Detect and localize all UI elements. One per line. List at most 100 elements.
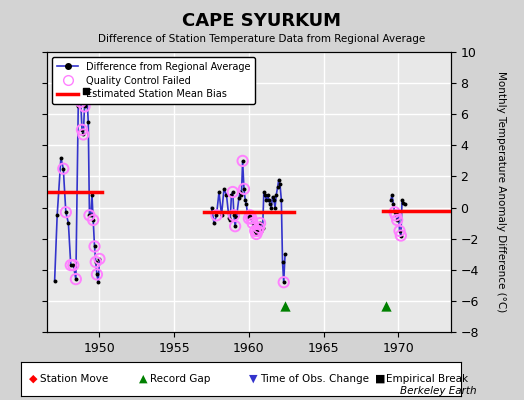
Point <box>208 204 216 211</box>
Point <box>74 103 82 110</box>
Point <box>92 259 100 265</box>
Point <box>231 223 239 230</box>
Text: CAPE SYURKUM: CAPE SYURKUM <box>182 12 342 30</box>
Point <box>271 204 279 211</box>
Point <box>272 192 280 198</box>
Point <box>79 131 88 138</box>
Point <box>264 192 272 198</box>
Point <box>80 103 89 110</box>
Point <box>247 215 256 222</box>
Point <box>62 209 70 216</box>
Point <box>391 212 400 218</box>
Point <box>59 166 68 172</box>
Point <box>393 217 401 223</box>
Point <box>265 196 273 203</box>
Point <box>67 262 75 268</box>
Point <box>215 189 223 195</box>
Point <box>50 278 59 284</box>
Point <box>72 276 80 282</box>
Point <box>220 186 228 192</box>
Point <box>242 201 250 208</box>
Text: Station Move: Station Move <box>40 374 108 384</box>
Point <box>236 189 244 195</box>
Point <box>248 220 257 226</box>
Point <box>240 186 248 192</box>
Y-axis label: Monthly Temperature Anomaly Difference (°C): Monthly Temperature Anomaly Difference (… <box>496 71 506 313</box>
Point <box>279 279 288 286</box>
Text: Berkeley Earth: Berkeley Earth <box>400 386 477 396</box>
Point <box>227 192 236 198</box>
Point <box>238 158 247 164</box>
Point <box>217 212 226 218</box>
Point <box>94 279 103 286</box>
Point <box>246 212 254 218</box>
Point <box>57 154 65 161</box>
Point <box>255 224 263 231</box>
Point <box>266 201 274 208</box>
Point <box>390 209 399 216</box>
Text: ▼: ▼ <box>249 374 257 384</box>
Point <box>82 88 90 94</box>
Point <box>399 200 408 206</box>
Point <box>82 88 90 94</box>
Point <box>86 212 95 218</box>
Point <box>251 228 259 234</box>
Point <box>278 259 287 265</box>
Text: Record Gap: Record Gap <box>150 374 211 384</box>
Text: ▲: ▲ <box>139 374 147 384</box>
Point <box>252 231 260 237</box>
Text: Time of Obs. Change: Time of Obs. Change <box>260 374 369 384</box>
Point <box>398 196 406 203</box>
Point <box>254 228 262 234</box>
Point <box>210 220 219 226</box>
Point <box>382 302 390 309</box>
Point <box>90 243 99 250</box>
Point <box>256 220 264 226</box>
Point <box>77 98 85 105</box>
Point <box>387 196 395 203</box>
Text: Difference of Station Temperature Data from Regional Average: Difference of Station Temperature Data f… <box>99 34 425 44</box>
Point <box>390 209 399 216</box>
Point <box>275 176 283 183</box>
Point <box>400 201 409 208</box>
Point <box>395 228 403 234</box>
Text: Empirical Break: Empirical Break <box>386 374 468 384</box>
Point <box>274 184 282 190</box>
Point <box>92 259 100 265</box>
Point <box>397 232 405 239</box>
Point <box>281 251 289 258</box>
Point <box>237 192 246 198</box>
Point <box>79 131 88 138</box>
Point <box>388 192 396 198</box>
Point <box>84 119 92 125</box>
Point <box>256 220 264 226</box>
Point <box>262 196 270 203</box>
Point <box>240 186 248 192</box>
Point <box>235 195 243 202</box>
Point <box>69 262 78 268</box>
Point <box>247 215 256 222</box>
Point <box>212 212 221 218</box>
Point <box>254 228 262 234</box>
Point <box>67 262 75 268</box>
Point <box>279 279 288 286</box>
Point <box>260 189 268 195</box>
Point <box>85 212 94 218</box>
Point <box>88 192 96 198</box>
Point <box>77 98 85 105</box>
Point <box>268 194 277 200</box>
Point <box>393 217 401 223</box>
Text: ■: ■ <box>375 374 385 384</box>
Point <box>267 204 276 211</box>
Point <box>89 217 97 223</box>
Point <box>95 256 104 262</box>
Point <box>72 276 80 282</box>
Point <box>93 271 101 278</box>
Point <box>64 220 72 226</box>
Point <box>252 231 260 237</box>
Point <box>62 209 70 216</box>
Point <box>276 181 284 188</box>
Point <box>395 228 403 234</box>
Point <box>69 262 78 268</box>
Point <box>83 96 91 102</box>
